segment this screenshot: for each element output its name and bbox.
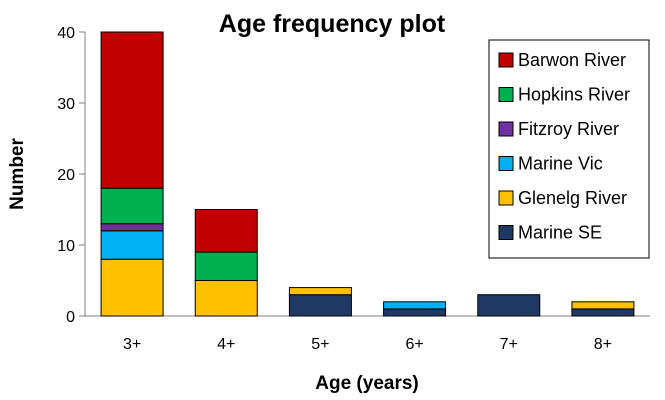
- bar-segment: [101, 32, 163, 188]
- bar-segment: [101, 259, 163, 316]
- bar-segment: [195, 281, 257, 317]
- legend-swatch: [499, 53, 513, 67]
- x-tick-label: 3+: [123, 336, 141, 353]
- bar-segment: [195, 252, 257, 280]
- x-tick-label: 8+: [594, 336, 612, 353]
- x-tick-label: 4+: [217, 336, 235, 353]
- x-axis-label: Age (years): [315, 373, 419, 394]
- chart-title: Age frequency plot: [219, 10, 446, 38]
- legend-swatch: [499, 191, 513, 205]
- bar-segment: [572, 309, 634, 316]
- stacked-bar-chart: Age frequency plot Number Age (years) 0 1…: [0, 0, 665, 400]
- bar-segment: [101, 231, 163, 259]
- legend-label: Barwon River: [518, 50, 626, 70]
- bar-segment: [478, 295, 540, 316]
- bar-segment: [572, 302, 634, 309]
- legend-swatch: [499, 157, 513, 171]
- bar-segment: [384, 309, 446, 316]
- legend-swatch: [499, 122, 513, 136]
- x-tick-label: 7+: [500, 336, 518, 353]
- bar-segment: [289, 288, 351, 295]
- y-tick-label: 20: [57, 167, 75, 184]
- y-tick-label: 10: [57, 238, 75, 255]
- bar-segment: [101, 224, 163, 231]
- y-axis-label: Number: [7, 138, 28, 210]
- legend-swatch: [499, 226, 513, 240]
- x-tick-label: 6+: [405, 336, 423, 353]
- y-tick-label: 40: [57, 25, 75, 42]
- bar-segment: [101, 188, 163, 224]
- legend-label: Hopkins River: [518, 85, 630, 105]
- bar-segment: [195, 210, 257, 253]
- legend-label: Marine SE: [518, 223, 602, 243]
- legend: Barwon River Hopkins River Fitzroy River Ma…: [489, 40, 649, 258]
- legend-label: Glenelg River: [518, 188, 627, 208]
- legend-swatch: [499, 88, 513, 102]
- legend-label: Marine Vic: [518, 154, 603, 174]
- x-tick-label: 5+: [311, 336, 329, 353]
- bar-segment: [384, 302, 446, 309]
- legend-label: Fitzroy River: [518, 119, 619, 139]
- y-tick-label: 30: [57, 96, 75, 113]
- bar-segment: [289, 295, 351, 316]
- y-tick-label: 0: [66, 309, 75, 326]
